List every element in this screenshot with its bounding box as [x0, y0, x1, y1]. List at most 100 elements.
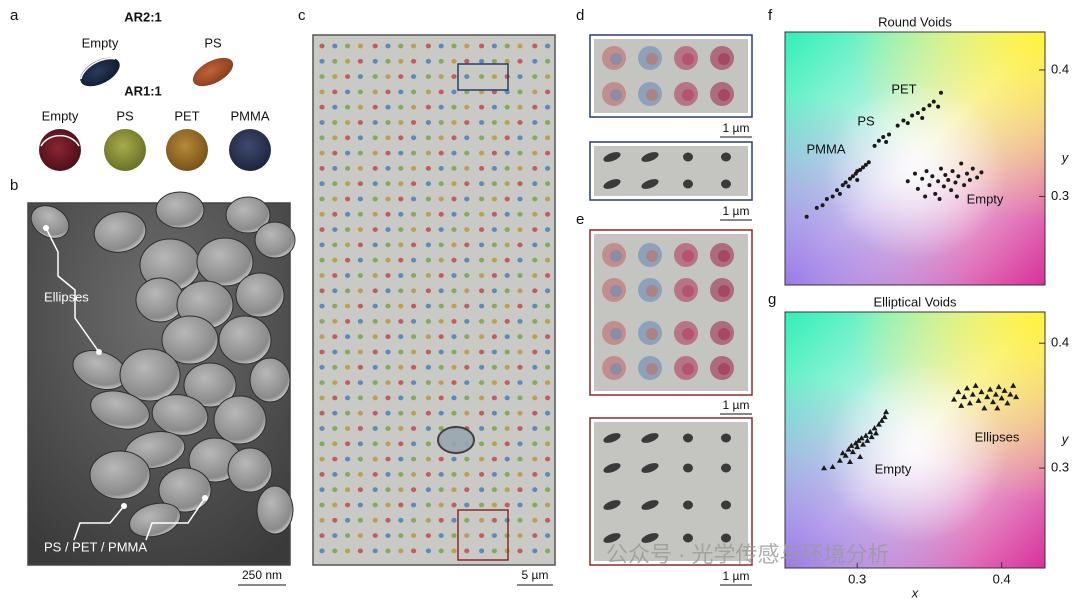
void-dot — [504, 410, 510, 416]
void-dot — [504, 227, 510, 233]
void-dot — [425, 89, 431, 95]
annotation: PMMA — [807, 141, 846, 156]
void-dot — [451, 533, 457, 538]
void-dot — [517, 257, 523, 263]
void-dot — [479, 166, 485, 171]
y-tick-label: 0.4 — [1051, 335, 1069, 350]
void-dot — [385, 349, 391, 355]
data-point — [961, 393, 968, 400]
void-dot — [411, 89, 417, 95]
void-dot — [438, 456, 444, 462]
data-point — [895, 123, 900, 128]
void-dot — [411, 502, 417, 508]
void-dot — [398, 548, 404, 554]
void-dot — [385, 196, 391, 202]
void-dot — [532, 456, 538, 462]
panel-label: e — [576, 211, 584, 228]
void-dot — [517, 303, 523, 309]
data-point — [966, 400, 973, 406]
void-dot — [504, 74, 510, 79]
data-point — [936, 179, 941, 184]
void-dot — [319, 211, 325, 217]
data-point — [850, 174, 855, 179]
void-dot — [411, 533, 417, 538]
void-dot — [332, 517, 338, 523]
void-dot — [479, 135, 485, 141]
void-dot — [398, 211, 404, 217]
void-dot — [425, 426, 431, 431]
void-dot — [372, 150, 378, 156]
void-dot — [491, 426, 497, 431]
data-point — [872, 143, 877, 148]
void-dot — [332, 441, 338, 447]
void-dot — [479, 380, 485, 385]
void-dot — [385, 58, 391, 64]
data-point — [1007, 391, 1014, 397]
data-point — [905, 121, 910, 126]
particle — [119, 348, 181, 402]
void-dot — [479, 487, 485, 493]
void-dot — [532, 319, 538, 324]
void-dot — [438, 166, 444, 171]
void-dot — [345, 211, 351, 217]
void-dot — [479, 533, 485, 538]
data-point — [1001, 387, 1008, 393]
void-dot — [464, 364, 470, 370]
void-dot — [517, 211, 523, 217]
void-dot — [411, 58, 417, 64]
void-dot — [532, 150, 538, 156]
group-title: AR1:1 — [124, 83, 162, 98]
void-dot — [411, 227, 417, 233]
void-core — [718, 363, 730, 375]
void-dot — [372, 319, 378, 324]
void-hole — [641, 463, 659, 473]
void-dot — [532, 196, 538, 202]
data-point — [939, 166, 943, 171]
void-dot — [504, 273, 510, 278]
void-dot — [411, 441, 417, 447]
void-dot — [491, 120, 497, 125]
void-dot — [411, 150, 417, 156]
void-dot — [479, 150, 485, 156]
void-dot — [438, 120, 444, 125]
void-dot — [464, 548, 470, 554]
void-dot — [491, 533, 497, 538]
data-point — [958, 402, 965, 408]
void-dot — [464, 502, 470, 508]
void-dot — [411, 288, 417, 294]
void-dot — [385, 166, 391, 171]
void-dot — [398, 288, 404, 294]
void-dot — [464, 150, 470, 156]
data-point — [804, 214, 809, 219]
void-dot — [345, 502, 351, 508]
void-dot — [438, 273, 444, 278]
void-dot — [545, 120, 551, 125]
void-dot — [411, 487, 417, 493]
void-dot — [532, 288, 538, 294]
void-dot — [398, 410, 404, 416]
void-dot — [385, 487, 391, 493]
data-point — [878, 417, 885, 423]
void-dot — [357, 426, 363, 431]
void-dot — [411, 349, 417, 355]
void-dot — [504, 120, 510, 125]
void-dot — [464, 181, 470, 187]
defect — [437, 426, 475, 454]
void-core — [682, 250, 694, 262]
void-dot — [357, 349, 363, 355]
void-dot — [464, 472, 470, 477]
void-dot — [438, 211, 444, 217]
void-dot — [451, 349, 457, 355]
void-dot — [345, 196, 351, 202]
scale-bar-label: 1 µm — [723, 569, 750, 583]
void-dot — [425, 227, 431, 233]
data-point — [975, 175, 980, 180]
scale-bar-label: 1 µm — [723, 204, 750, 218]
void-dot — [345, 426, 351, 431]
data-point — [821, 465, 827, 471]
void-core — [646, 285, 658, 297]
void-dot — [385, 380, 391, 385]
void-dot — [411, 74, 417, 79]
data-point — [843, 180, 848, 185]
void-core — [682, 285, 694, 297]
